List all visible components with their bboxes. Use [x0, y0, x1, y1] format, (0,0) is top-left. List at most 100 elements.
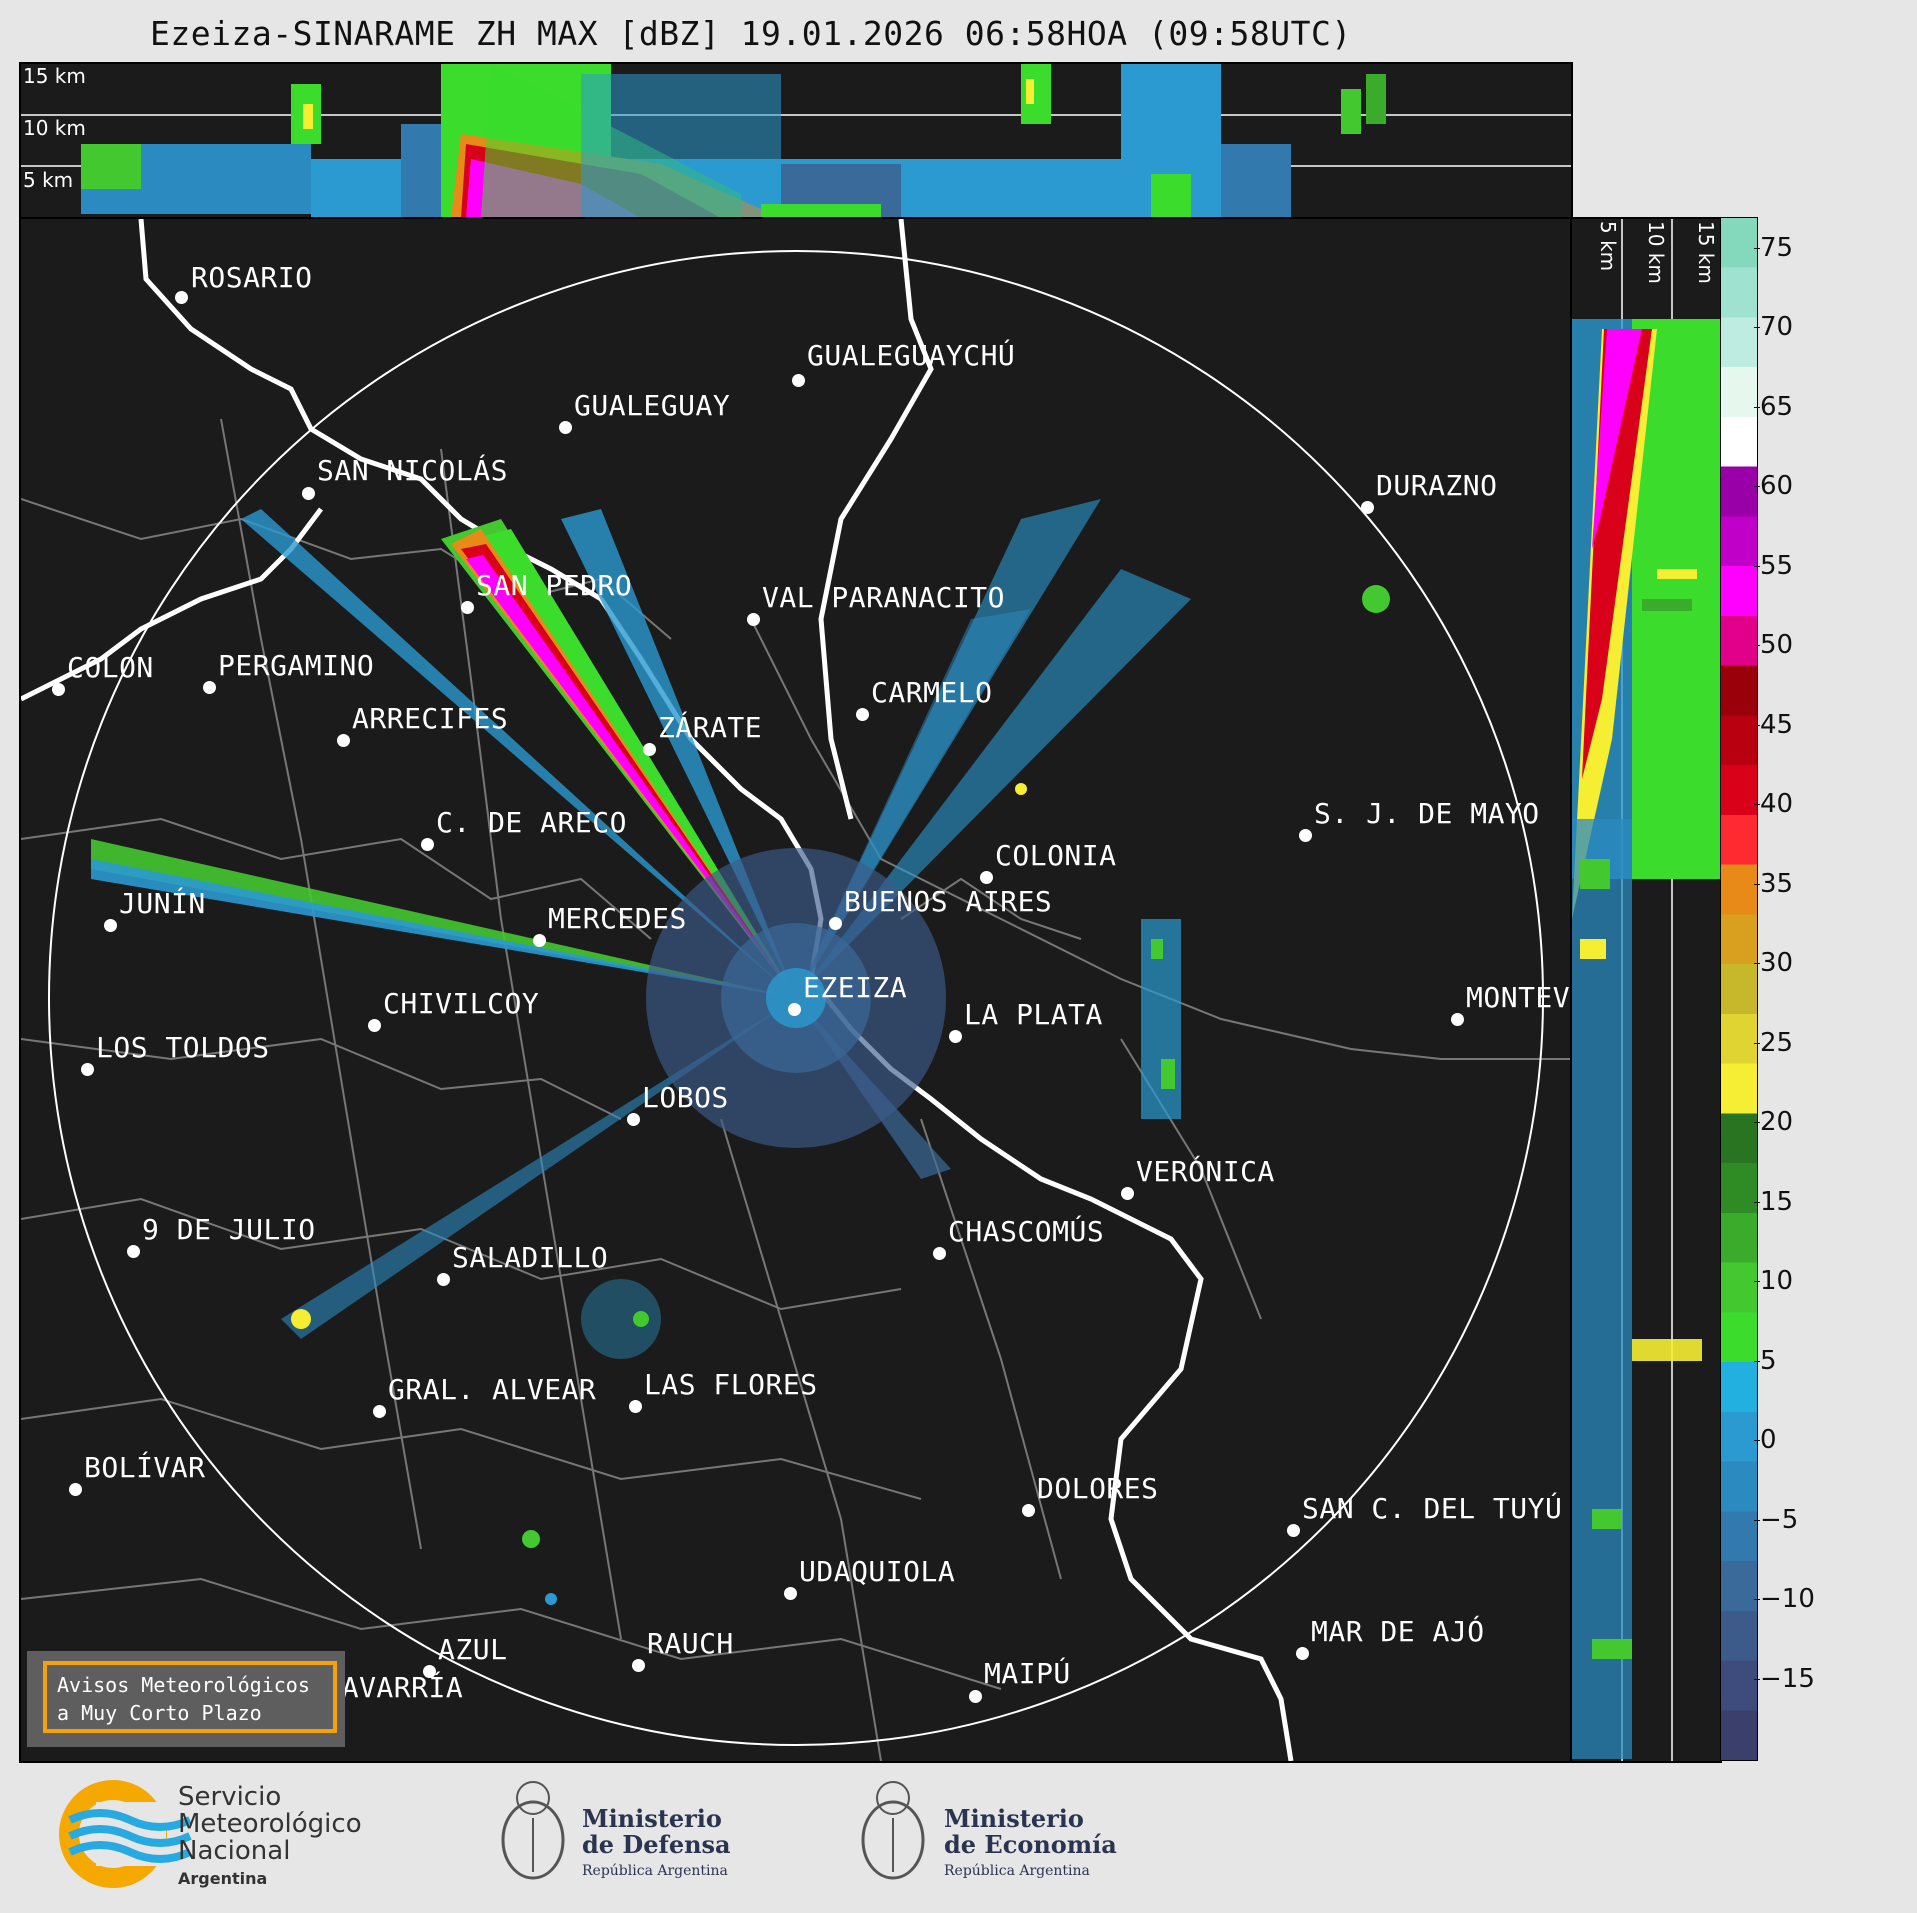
city-label-mar-de-ajo: MAR DE AJÓ: [1311, 1615, 1485, 1648]
city-dot: [337, 734, 350, 747]
colorbar-tick-label: 75: [1753, 232, 1794, 263]
warning-link-frame[interactable]: Avisos Meteorológicos a Muy Corto Plazo: [43, 1661, 337, 1733]
logo-graphics: [59, 1780, 925, 1888]
city-label-chascomus: CHASCOMÚS: [948, 1215, 1105, 1248]
smn-logo: [59, 1780, 192, 1888]
side-altitude-label-15: 15 km: [1694, 221, 1718, 284]
city-dot: [629, 1400, 642, 1413]
colorbar-tick-label: 0: [1754, 1425, 1777, 1456]
city-label-pergamino: PERGAMINO: [218, 649, 375, 682]
city-label-ezeiza: EZEIZA: [803, 971, 908, 1004]
city-label-san-pedro: SAN PEDRO: [476, 569, 633, 602]
city-label-bolivar: BOLÍVAR: [84, 1451, 206, 1484]
city-label-veronica: VERÓNICA: [1136, 1155, 1275, 1188]
city-label-rauch: RAUCH: [647, 1627, 734, 1660]
city-dot: [81, 1063, 94, 1076]
radar-map: ROSARIO GUALEGUAYCHÚ GUALEGUAY SAN NICOL…: [19, 217, 1573, 1763]
city-label-arrecifes: ARRECIFES: [352, 702, 509, 735]
top-altitude-label-5: 5 km: [23, 168, 74, 192]
city-dot: [856, 708, 869, 721]
city-label-gualeguay: GUALEGUAY: [574, 389, 731, 422]
city-label-dolores: DOLORES: [1037, 1472, 1159, 1505]
city-dot: [643, 743, 656, 756]
city-dot: [933, 1247, 946, 1260]
smn-line-4: Argentina: [178, 1869, 268, 1888]
city-dot: [1287, 1524, 1300, 1537]
echo-rays: [91, 499, 1390, 1605]
colorbar-tick-label: 60: [1753, 471, 1794, 502]
city-label-mercedes: MERCEDES: [548, 902, 687, 935]
colorbar-tick-label: 30: [1753, 948, 1794, 979]
city-dot: [1299, 829, 1312, 842]
defensa-line-1: Ministerio: [582, 1804, 722, 1833]
warning-line-2: a Muy Corto Plazo: [57, 1701, 262, 1725]
city-dot: [302, 487, 315, 500]
city-label-carmelo: CARMELO: [871, 676, 993, 709]
colorbar-tick-label: 50: [1753, 630, 1794, 661]
range-ring: [48, 250, 1544, 1746]
city-label-montev: MONTEV: [1466, 981, 1571, 1014]
city-dot: [784, 1587, 797, 1600]
defensa-logo-text: Ministerio de Defensa República Argentin…: [582, 1806, 731, 1884]
footer-logos: Servicio Meteorológico Nacional Argentin…: [0, 1762, 1917, 1909]
city-label-rosario: ROSARIO: [191, 261, 313, 294]
defensa-line-3: República Argentina: [582, 1863, 728, 1879]
economia-logo-text: Ministerio de Economía República Argenti…: [944, 1806, 1117, 1884]
city-label-udaquiola: UDAQUIOLA: [799, 1555, 956, 1588]
city-label-gualeguaychu: GUALEGUAYCHÚ: [807, 339, 1016, 372]
warning-link-box[interactable]: Avisos Meteorológicos a Muy Corto Plazo: [27, 1651, 345, 1747]
top-altitude-label-15: 15 km: [23, 64, 86, 88]
top-cross-section-panel: 15 km 10 km 5 km: [19, 62, 1573, 220]
side-cross-section-echoes: [1572, 219, 1720, 1761]
city-label-colonia: COLONIA: [995, 839, 1117, 872]
colorbar-tick-label: −5: [1753, 1504, 1799, 1535]
city-label-sj-de-mayo: S. J. DE MAYO: [1314, 797, 1540, 830]
colorbar-tick-label: 20: [1753, 1107, 1794, 1138]
city-label-san-nicolas: SAN NICOLÁS: [317, 454, 508, 487]
smn-line-1: Servicio: [178, 1782, 282, 1812]
city-label-val-paranacito: VAL PARANACITO: [762, 581, 1006, 614]
colorbar-tick-label: 45: [1753, 709, 1794, 740]
city-dot: [175, 291, 188, 304]
city-label-la-plata: LA PLATA: [964, 998, 1103, 1031]
city-dot: [368, 1019, 381, 1032]
city-dot: [1121, 1187, 1134, 1200]
colorbar-tick-label: 25: [1753, 1027, 1794, 1058]
city-dot: [1296, 1647, 1309, 1660]
city-label-chivilcoy: CHIVILCOY: [383, 987, 540, 1020]
colorbar: [1720, 217, 1758, 1761]
colorbar-tick-label: 35: [1753, 868, 1794, 899]
city-dot: [559, 421, 572, 434]
city-dot: [203, 681, 216, 694]
city-dot: [533, 934, 546, 947]
city-label-saladillo: SALADILLO: [452, 1241, 609, 1274]
city-label-san-c-del-tuyu: SAN C. DEL TUYÚ: [1302, 1492, 1563, 1525]
chart-title: Ezeiza-SINARAME ZH MAX [dBZ] 19.01.2026 …: [150, 14, 1352, 53]
city-dot: [747, 613, 760, 626]
city-dot: [423, 1665, 436, 1678]
city-label-c-de-areco: C. DE ARECO: [436, 806, 627, 839]
city-dot: [1361, 501, 1374, 514]
city-dot: [1022, 1504, 1035, 1517]
top-altitude-label-10: 10 km: [23, 116, 86, 140]
colorbar-tick-label: 10: [1753, 1266, 1794, 1297]
city-dot: [627, 1113, 640, 1126]
economia-line-3: República Argentina: [944, 1863, 1090, 1879]
colorbar-tick-label: −10: [1754, 1584, 1815, 1615]
defensa-line-2: de Defensa: [582, 1830, 731, 1859]
smn-line-2: Meteorológico: [178, 1809, 362, 1839]
city-dot: [421, 838, 434, 851]
economia-coat-of-arms-icon: [861, 1781, 925, 1880]
smn-logo-text: Servicio Meteorológico Nacional Argentin…: [178, 1784, 362, 1892]
smn-line-3: Nacional: [178, 1836, 291, 1866]
city-dot: [104, 919, 117, 932]
city-label-lobos: LOBOS: [642, 1081, 729, 1114]
city-label-junin: JUNÍN: [119, 887, 206, 920]
city-label-maipu: MAIPÚ: [984, 1657, 1071, 1690]
colorbar-tick-label: 55: [1753, 550, 1794, 581]
top-cross-section-echoes: [21, 64, 1571, 218]
city-dot: [373, 1405, 386, 1418]
city-label-9-de-julio: 9 DE JULIO: [142, 1213, 316, 1246]
side-altitude-label-10: 10 km: [1644, 221, 1668, 284]
city-dot: [792, 374, 805, 387]
